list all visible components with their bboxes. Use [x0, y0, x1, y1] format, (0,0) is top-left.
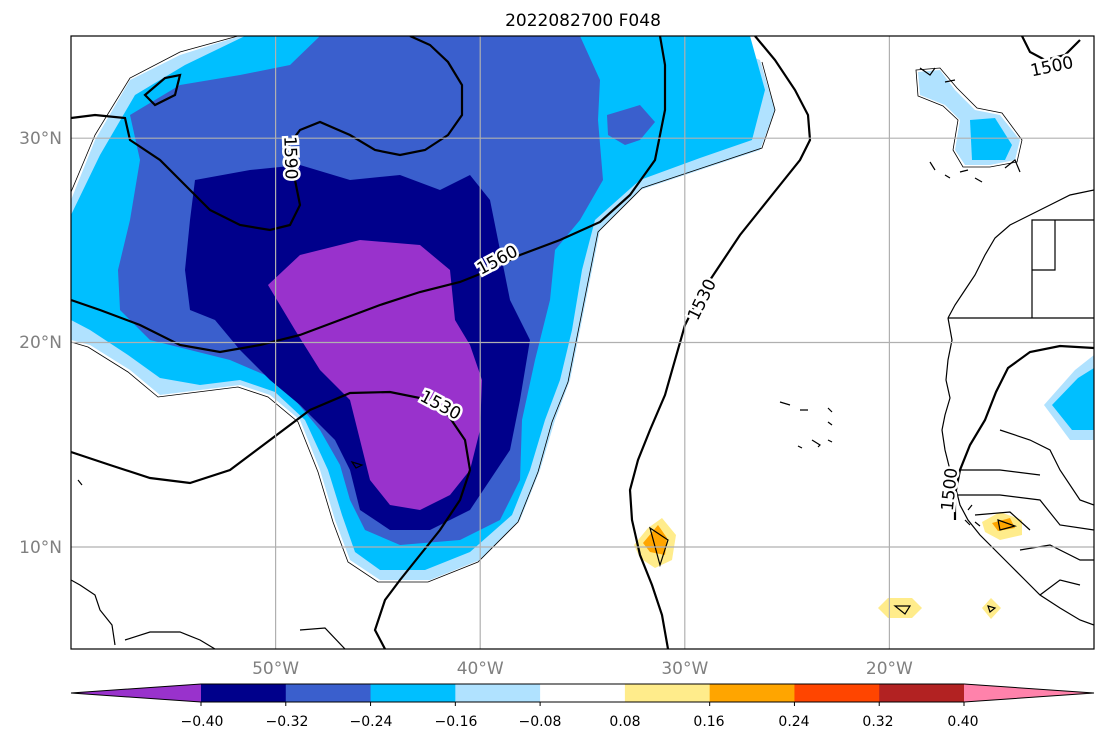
colorbar-tick-label: 0.24 — [778, 714, 809, 730]
map-frame — [70, 35, 1095, 650]
coastlines — [71, 67, 1094, 649]
colorbar-block — [201, 684, 287, 702]
colorbar-ticks: −0.40 −0.32 −0.24 −0.16 −0.08 0.08 0.16 … — [181, 714, 979, 730]
colorbar-block — [370, 684, 456, 702]
colorbar-tick-label: −0.08 — [519, 714, 562, 730]
colorbar-block — [709, 684, 795, 702]
colorbar-tick-label: 0.40 — [947, 714, 978, 730]
lon-tick-label: 50°W — [252, 659, 299, 679]
colorbar-block — [624, 684, 711, 702]
colorbar-tick-label: 0.32 — [862, 714, 893, 730]
lon-tick-labels: 50°W 40°W 30°W 20°W — [252, 659, 913, 679]
anomaly-outline-canary — [915, 67, 1023, 168]
figure-title: 2022082700 F048 — [505, 11, 661, 31]
lat-tick-label: 10°N — [19, 538, 62, 558]
colorbar-block — [794, 684, 880, 702]
anomaly-blob-east-cyan — [1052, 368, 1094, 430]
gridlines — [71, 36, 1094, 649]
height-contours — [71, 36, 1094, 649]
contour-label: 1590 — [279, 136, 300, 180]
colorbar-tick-label: −0.40 — [181, 714, 224, 730]
colorbar-extend-low — [71, 684, 201, 702]
anomaly-field-purple — [268, 240, 482, 510]
lat-tick-label: 20°N — [19, 333, 62, 353]
colorbar-block — [285, 684, 372, 702]
colorbar-tick-label: −0.16 — [435, 714, 478, 730]
colorbar-extend-high — [964, 684, 1094, 702]
colorbar-tick-label: −0.24 — [350, 714, 393, 730]
map-area: 1590 1560 1530 1530 1500 1500 — [71, 36, 1094, 649]
colorbar-tick-label: 0.08 — [609, 714, 640, 730]
colorbar-block — [879, 684, 965, 702]
colorbar-tick-label: −0.32 — [266, 714, 309, 730]
contour-label: 1500 — [938, 467, 962, 512]
colorbar-block — [455, 684, 541, 702]
lon-tick-label: 20°W — [866, 659, 913, 679]
lon-tick-label: 30°W — [661, 659, 708, 679]
lat-tick-label: 30°N — [19, 129, 62, 149]
anomaly-blob-ne — [607, 105, 655, 145]
lat-tick-labels: 30°N 20°N 10°N — [19, 129, 62, 558]
colorbar-block — [540, 684, 626, 702]
colorbar-blocks — [70, 683, 1095, 706]
colorbar-tick-label: 0.16 — [693, 714, 724, 730]
anomaly-blob-canary-cyan — [970, 118, 1012, 160]
anomaly-outline — [71, 36, 776, 583]
positive-anomaly-patch-3 — [982, 598, 1001, 619]
colorbar: −0.40 −0.32 −0.24 −0.16 −0.08 0.08 0.16 … — [70, 683, 1095, 730]
lon-tick-label: 40°W — [457, 659, 504, 679]
